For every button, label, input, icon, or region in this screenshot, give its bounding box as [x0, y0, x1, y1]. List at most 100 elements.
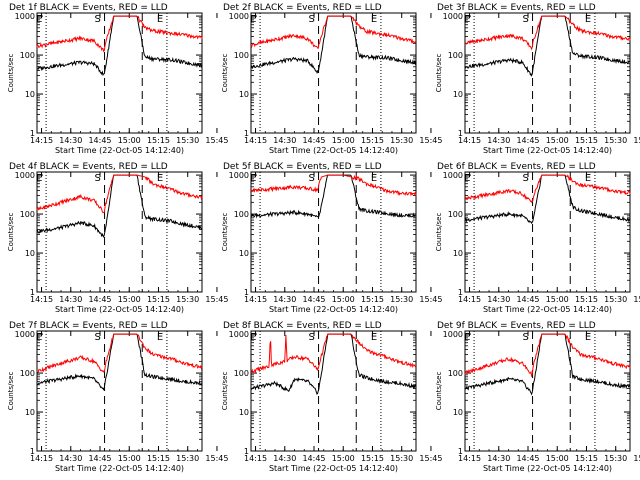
x-tick-label: 15:30 [390, 454, 413, 463]
x-tick-label: 15:00 [118, 136, 141, 145]
x-tick-label: 14:45 [302, 454, 325, 463]
lld-series-line [36, 174, 203, 214]
marker-label: E [157, 173, 163, 184]
marker-label: S [523, 173, 529, 184]
y-tick-label: 10 [239, 90, 249, 99]
detector-panel: Det 2f BLACK = Events, RED = LLD 1 10 100 10… [221, 3, 442, 155]
panel-title: Det 4f BLACK = Events, RED = LLD [9, 162, 168, 172]
marker-label: E [585, 173, 591, 184]
x-tick-label: 14:15 [30, 136, 53, 145]
events-series-line [464, 15, 631, 77]
x-tick-label: 15:00 [546, 136, 569, 145]
y-axis-label: Counts/sec [221, 372, 229, 411]
detector-panel: Det 1f BLACK = Events, RED = LLD 1 10 100 10… [7, 3, 228, 155]
marker-label: S [309, 173, 315, 184]
y-tick-label: 100 [234, 369, 249, 378]
marker-label: E [464, 173, 470, 184]
x-tick-label: 15:45 [633, 136, 640, 145]
y-tick-label: 1000 [229, 12, 249, 21]
x-tick-label: 14:45 [516, 295, 539, 304]
y-tick-label: 1000 [443, 171, 463, 180]
y-tick-label: 10 [239, 408, 249, 417]
x-tick-label: 14:45 [302, 295, 325, 304]
x-tick-label: 14:30 [487, 136, 510, 145]
panel-title: Det 3f BLACK = Events, RED = LLD [437, 3, 596, 13]
y-axis-label: Counts/sec [221, 54, 229, 93]
x-tick-label: 14:30 [59, 136, 82, 145]
plot-frame [464, 171, 631, 293]
events-series-line [250, 174, 417, 219]
panel-title: Det 5f BLACK = Events, RED = LLD [223, 162, 382, 172]
x-tick-label: 15:15 [575, 295, 598, 304]
y-axis-label: Counts/sec [435, 213, 443, 252]
panel-title: Det 1f BLACK = Events, RED = LLD [9, 3, 168, 13]
y-tick-label: 10 [25, 90, 35, 99]
detector-panel: Det 5f BLACK = Events, RED = LLD 1 10 100 10… [221, 162, 442, 314]
events-series-line [36, 174, 203, 239]
x-tick-label: 15:15 [147, 454, 170, 463]
marker-label: E [585, 14, 591, 25]
panel-title: Det 2f BLACK = Events, RED = LLD [223, 3, 382, 13]
x-tick-label: 15:15 [147, 295, 170, 304]
detector-panel: Det 8f BLACK = Events, RED = LLD 1 10 100 10… [221, 321, 442, 473]
x-tick-label: 14:15 [244, 454, 267, 463]
y-tick-label: 100 [20, 51, 35, 60]
y-tick-label: 10 [453, 90, 463, 99]
x-tick-label: 14:45 [88, 454, 111, 463]
y-tick-label: 1000 [15, 171, 35, 180]
x-tick-label: 14:15 [458, 454, 481, 463]
events-series-line [464, 333, 631, 396]
x-tick-label: 15:15 [575, 136, 598, 145]
x-tick-label: 15:15 [361, 454, 384, 463]
lld-series-line [464, 174, 631, 203]
marker-label: E [585, 332, 591, 343]
x-tick-label: 15:30 [390, 295, 413, 304]
y-axis-label: Counts/sec [435, 372, 443, 411]
plot-frame [36, 330, 203, 452]
events-series-line [36, 15, 203, 76]
marker-label: E [36, 173, 42, 184]
marker-label: E [371, 14, 377, 25]
x-axis-label: Start Time (22-Oct-05 14:12:40) [55, 146, 184, 155]
x-tick-label: 15:30 [176, 136, 199, 145]
plot-frame [250, 330, 417, 452]
y-tick-label: 100 [448, 369, 463, 378]
panel-title: Det 7f BLACK = Events, RED = LLD [9, 321, 168, 331]
x-tick-label: 14:15 [30, 454, 53, 463]
x-tick-label: 15:45 [205, 295, 228, 304]
x-tick-label: 14:30 [59, 454, 82, 463]
marker-label: S [95, 14, 101, 25]
x-tick-label: 14:30 [59, 295, 82, 304]
marker-label: E [157, 332, 163, 343]
marker-label: E [36, 332, 42, 343]
x-tick-label: 14:45 [302, 136, 325, 145]
x-tick-label: 15:45 [633, 454, 640, 463]
plot-frame [250, 171, 417, 293]
x-tick-label: 14:15 [458, 136, 481, 145]
panel-title: Det 9f BLACK = Events, RED = LLD [437, 321, 596, 331]
x-tick-label: 15:30 [604, 454, 627, 463]
y-tick-label: 100 [234, 210, 249, 219]
x-tick-label: 14:15 [244, 295, 267, 304]
x-tick-label: 15:15 [361, 136, 384, 145]
y-tick-label: 1 [458, 288, 463, 297]
marker-label: E [464, 332, 470, 343]
x-axis-label: Start Time (22-Oct-05 14:12:40) [269, 305, 398, 314]
x-tick-label: 14:30 [487, 454, 510, 463]
y-tick-label: 1000 [15, 12, 35, 21]
lld-series-line [250, 174, 417, 197]
y-tick-label: 10 [453, 249, 463, 258]
y-axis-label: Counts/sec [7, 213, 15, 252]
marker-label: S [309, 332, 315, 343]
x-axis-label: Start Time (22-Oct-05 14:12:40) [269, 464, 398, 473]
x-tick-label: 14:45 [516, 136, 539, 145]
y-tick-label: 1 [458, 447, 463, 456]
x-axis-label: Start Time (22-Oct-05 14:12:40) [55, 305, 184, 314]
x-axis-label: Start Time (22-Oct-05 14:12:40) [55, 464, 184, 473]
y-tick-label: 1000 [229, 171, 249, 180]
y-axis-label: Counts/sec [7, 54, 15, 93]
x-tick-label: 15:45 [633, 295, 640, 304]
x-tick-label: 14:45 [88, 136, 111, 145]
lld-series-line [464, 333, 631, 378]
events-series-line [250, 15, 417, 75]
